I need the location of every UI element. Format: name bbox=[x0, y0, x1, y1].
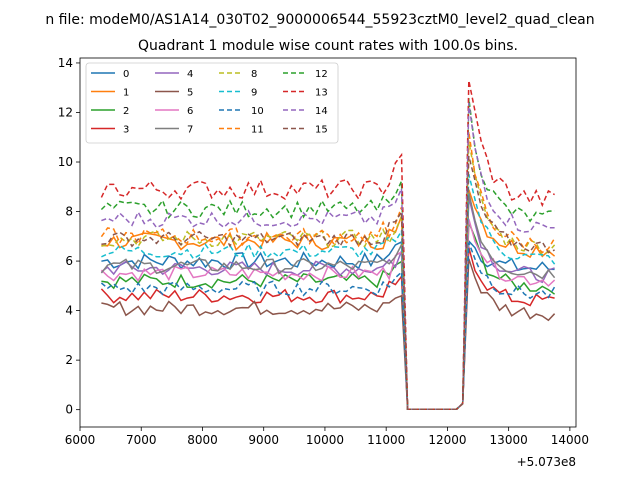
x-tick-label: 7000 bbox=[126, 433, 157, 447]
legend-label: 0 bbox=[123, 69, 129, 80]
series-line-10 bbox=[100, 242, 556, 410]
chart-title: Quadrant 1 module wise count rates with … bbox=[138, 38, 518, 54]
x-axis: 6000 7000 8000 9000 10000 11000 12000 13000 1400… bbox=[65, 427, 589, 447]
y-tick-label: 0 bbox=[65, 403, 73, 417]
chart-suptitle: n file: modeM0/AS1A14_030T02_9000006544_… bbox=[45, 12, 594, 28]
x-tick-label: 11000 bbox=[367, 433, 405, 447]
series-line-13 bbox=[100, 80, 555, 410]
series-line-6 bbox=[100, 218, 556, 410]
x-offset-label: +5.073e8 bbox=[517, 455, 576, 469]
legend-label: 4 bbox=[187, 69, 193, 80]
x-tick-label: 14000 bbox=[551, 433, 589, 447]
series-line-9 bbox=[101, 174, 556, 410]
legend-label: 8 bbox=[251, 69, 257, 80]
legend-label: 9 bbox=[251, 88, 257, 99]
y-tick-label: 2 bbox=[65, 353, 73, 367]
series-line-15 bbox=[101, 155, 555, 410]
x-tick-label: 6000 bbox=[65, 433, 96, 447]
series-line-11 bbox=[100, 131, 556, 410]
x-tick-label: 8000 bbox=[187, 433, 218, 447]
legend-label: 14 bbox=[315, 106, 328, 117]
legend-label: 1 bbox=[123, 88, 129, 99]
legend-label: 6 bbox=[187, 106, 193, 117]
y-axis: 0 2 4 6 8 10 12 14 bbox=[58, 56, 80, 417]
y-tick-label: 8 bbox=[65, 205, 73, 219]
legend-box bbox=[85, 62, 339, 144]
x-tick-label: 13000 bbox=[490, 433, 528, 447]
y-tick-label: 12 bbox=[58, 105, 73, 119]
series-line-0 bbox=[101, 239, 555, 410]
x-tick-label: 12000 bbox=[428, 433, 466, 447]
series-line-7 bbox=[100, 192, 556, 410]
legend-label: 10 bbox=[251, 106, 264, 117]
legend-label: 13 bbox=[315, 88, 328, 99]
y-tick-label: 10 bbox=[58, 155, 73, 169]
series-line-3 bbox=[100, 247, 555, 410]
y-tick-label: 6 bbox=[65, 254, 73, 268]
x-tick-label: 10000 bbox=[306, 433, 344, 447]
series-line-5 bbox=[101, 258, 556, 410]
y-tick-label: 14 bbox=[58, 56, 73, 70]
series-line-14 bbox=[101, 102, 555, 410]
legend-label: 12 bbox=[315, 69, 328, 80]
legend-label: 15 bbox=[315, 125, 328, 136]
plot-frame bbox=[79, 57, 577, 428]
legend-label: 2 bbox=[123, 106, 129, 117]
y-tick-label: 4 bbox=[65, 304, 73, 318]
series-line-8 bbox=[101, 141, 556, 410]
legend-label: 7 bbox=[187, 125, 193, 136]
legend-label: 5 bbox=[187, 88, 193, 99]
x-tick-label: 9000 bbox=[248, 433, 279, 447]
series-layer bbox=[100, 80, 556, 410]
legend-label: 3 bbox=[123, 125, 129, 136]
legend-label: 11 bbox=[251, 125, 264, 136]
